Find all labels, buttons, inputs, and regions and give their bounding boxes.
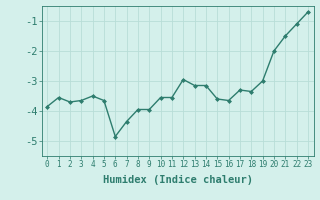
X-axis label: Humidex (Indice chaleur): Humidex (Indice chaleur) [103, 175, 252, 185]
